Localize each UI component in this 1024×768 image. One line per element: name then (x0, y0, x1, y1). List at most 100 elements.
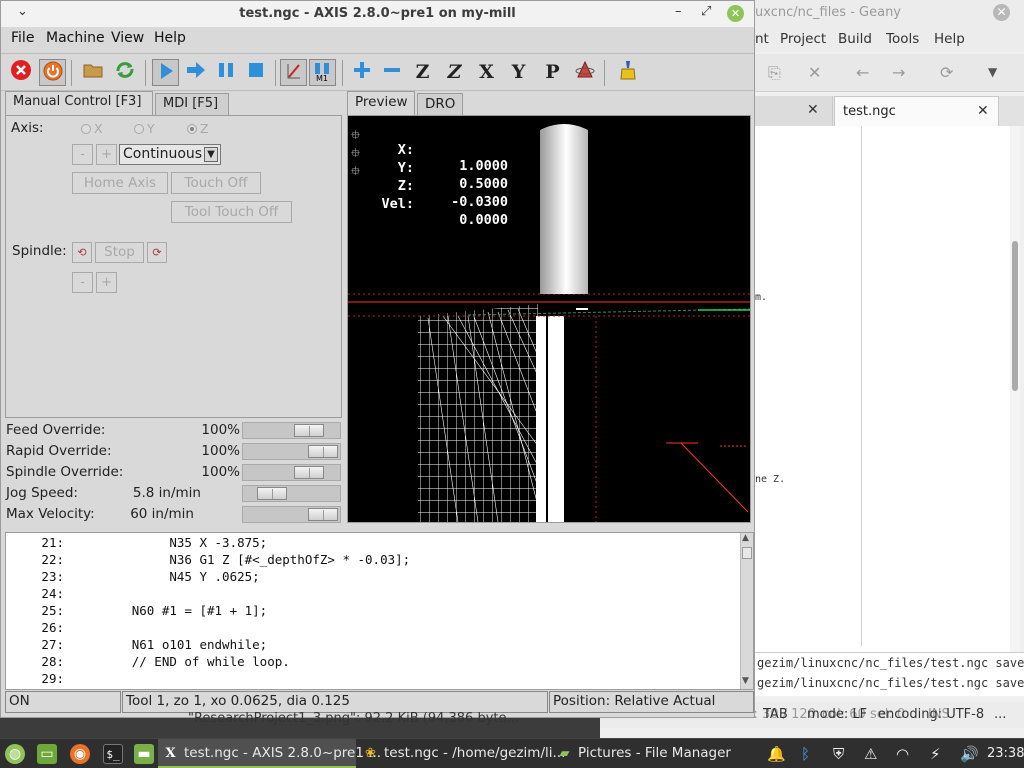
slider-knob[interactable] (257, 487, 288, 500)
rotate-view-icon[interactable] (571, 59, 598, 86)
slider-knob[interactable] (308, 508, 338, 521)
view-p-icon[interactable]: P (545, 61, 560, 83)
rapid-override-slider[interactable] (242, 443, 341, 460)
jog-minus-button[interactable]: - (72, 144, 93, 165)
geany-menu-help[interactable]: Help (934, 31, 965, 47)
menu-view[interactable]: View (111, 30, 145, 46)
axis-radio-z[interactable]: Z (187, 121, 209, 136)
touch-off-button[interactable]: Touch Off (171, 172, 261, 194)
gcode-listing[interactable]: 21: N35 X -3.875; 22: N36 G1 Z [#<_depth… (5, 532, 754, 690)
minimize-icon[interactable]: – (675, 4, 682, 19)
spindle-faster-button[interactable]: + (96, 272, 117, 293)
tool-touch-off-button[interactable]: Tool Touch Off (171, 201, 292, 223)
dropdown-arrow-icon[interactable]: ▼ (988, 65, 998, 79)
task-axis[interactable]: X test.ngc - AXIS 2.8.0~pre1 ... (158, 739, 381, 768)
bluetooth-icon[interactable]: ᛒ (801, 745, 811, 763)
file-info-notification: "ResearchProject1_3.png": 92.2 KiB (94,3… (188, 711, 519, 726)
zoom-in-icon[interactable] (348, 59, 375, 86)
run-icon[interactable] (152, 59, 179, 86)
spindle-override-slider[interactable] (242, 464, 341, 481)
files-icon[interactable]: ▬ (134, 744, 154, 764)
home-axis-button[interactable]: Home Axis (72, 172, 168, 194)
view-x-icon[interactable]: X (479, 61, 494, 83)
revert-icon[interactable]: ⎘ (768, 63, 781, 82)
spindle-ccw-icon[interactable]: ⟲ (72, 242, 92, 263)
step-icon[interactable] (182, 59, 209, 86)
machine-power-icon[interactable] (39, 59, 66, 86)
notifications-icon[interactable]: 🔔 (767, 745, 786, 763)
tab-manual-control[interactable]: Manual Control [F3] (5, 91, 153, 115)
task-file-manager[interactable]: ▰ Pictures - File Manager (552, 739, 732, 768)
slider-knob[interactable] (308, 445, 338, 458)
firefox-icon[interactable]: ◉ (70, 744, 90, 764)
task-geany[interactable]: ❀ test.ngc - /home/gezim/li... (358, 739, 565, 768)
menu-file[interactable]: File (11, 30, 35, 46)
geany-menu-partial[interactable]: nt (755, 31, 769, 47)
window-menu-icon[interactable]: ⌄ (17, 4, 28, 19)
jog-speed-slider[interactable] (242, 485, 341, 502)
toolpath-preview[interactable]: ⯐ ⯐ ⯐ X: 1.0000 Y: 0.5000 Z: -0.0300 Vel… (347, 115, 751, 523)
tab-mdi[interactable]: MDI [F5] (155, 93, 229, 115)
scroll-thumb[interactable] (1012, 241, 1018, 391)
geany-menu-build[interactable]: Build (838, 31, 872, 47)
view-z2-icon[interactable]: Z (447, 61, 462, 83)
axis-radio-x[interactable]: X (81, 121, 103, 136)
clear-backplot-icon[interactable] (613, 59, 640, 86)
pause-icon[interactable] (212, 59, 239, 86)
jog-mode-select[interactable]: Continuous ▼ (119, 144, 221, 165)
menu-help[interactable]: Help (154, 30, 186, 46)
spindle-slower-button[interactable]: - (72, 272, 93, 293)
shield-icon[interactable]: ⛨ (833, 745, 845, 763)
close-icon[interactable]: ✕ (727, 5, 744, 22)
geany-tab-previous[interactable]: ✕ (755, 96, 833, 126)
feed-override-slider[interactable] (242, 422, 341, 439)
tab-close-icon[interactable]: ✕ (977, 103, 989, 119)
reload-file-icon[interactable] (111, 59, 138, 86)
geany-menu-project[interactable]: Project (780, 31, 827, 47)
forward-icon[interactable]: → (892, 63, 906, 82)
slider-knob[interactable] (293, 466, 324, 479)
scroll-up-icon[interactable]: ▲ (742, 533, 749, 543)
reload-icon[interactable]: ⟳ (940, 63, 954, 82)
geany-editor[interactable]: m. ne Z. (755, 126, 1020, 656)
clock[interactable]: 23:38 (987, 746, 1024, 761)
code-scrollbar[interactable]: ▲ ▼ (740, 533, 753, 689)
tab-dro[interactable]: DRO (417, 93, 463, 115)
warning-icon[interactable]: ⚠ (864, 745, 878, 763)
tab-preview[interactable]: Preview (347, 91, 415, 115)
network-icon[interactable]: ◠ (896, 745, 910, 763)
tab-close-icon[interactable]: ✕ (807, 102, 819, 118)
maximize-icon[interactable]: ⤢ (701, 4, 712, 19)
menu-machine[interactable]: Machine (46, 30, 105, 46)
block-delete-icon[interactable] (280, 59, 307, 86)
terminal-icon[interactable]: $_ (103, 744, 123, 764)
rapid-override-label: Rapid Override: (6, 443, 112, 459)
geany-scrollbar[interactable] (1010, 126, 1020, 656)
status-sel: sel: 0 (870, 707, 906, 722)
stop-icon[interactable] (242, 59, 269, 86)
zoom-out-icon[interactable] (378, 59, 405, 86)
view-z-icon[interactable]: Z (415, 61, 430, 83)
mint-menu-icon[interactable]: ◍ (5, 744, 25, 764)
jog-plus-button[interactable]: + (96, 144, 117, 165)
close-file-icon[interactable]: ✕ (808, 63, 822, 82)
power-icon[interactable]: ⚡ (930, 745, 941, 763)
scroll-down-icon[interactable]: ▼ (742, 676, 749, 686)
optional-stop-icon[interactable]: M1 (309, 59, 336, 86)
volume-icon[interactable]: 🔊 (960, 745, 979, 763)
estop-icon[interactable] (7, 59, 34, 86)
back-icon[interactable]: ← (856, 63, 870, 82)
spindle-stop-button[interactable]: Stop (95, 242, 144, 263)
spindle-cw-icon[interactable]: ⟳ (147, 242, 167, 263)
geany-menu-tools[interactable]: Tools (886, 31, 920, 47)
task-label: Pictures - File Manager (578, 745, 731, 761)
slider-knob[interactable] (293, 424, 324, 437)
geany-tab-active[interactable]: test.ngc ✕ (834, 96, 999, 126)
scroll-thumb[interactable] (742, 547, 752, 559)
max-velocity-slider[interactable] (242, 506, 341, 523)
show-desktop-icon[interactable]: ▭ (37, 744, 57, 764)
axis-radio-y[interactable]: Y (134, 121, 155, 136)
geany-close-icon[interactable]: ✕ (993, 4, 1010, 21)
open-file-icon[interactable] (79, 59, 106, 86)
view-y-icon[interactable]: Y (511, 61, 526, 83)
